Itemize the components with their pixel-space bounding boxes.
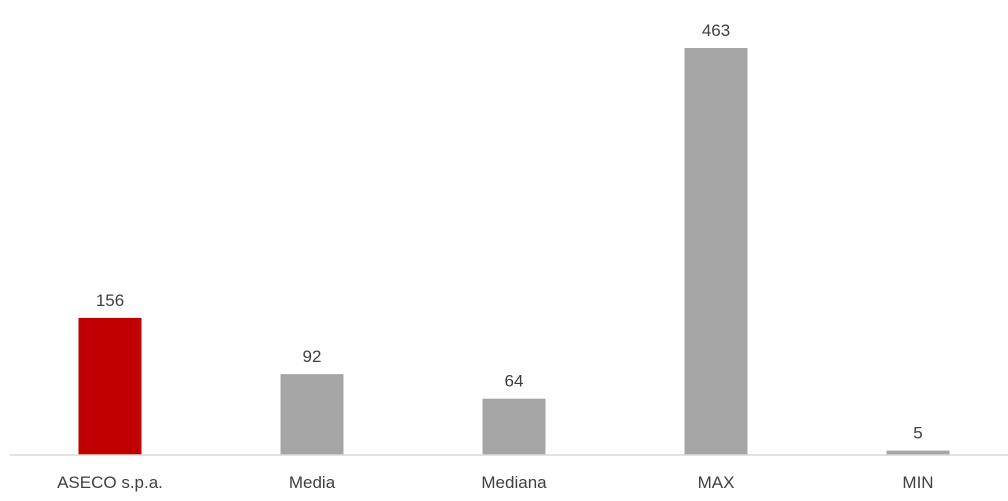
category-label-0: ASECO s.p.a. [57, 473, 163, 492]
category-label-1: Media [289, 473, 336, 492]
data-labels-group: 156 92 64 463 5 [96, 21, 923, 443]
category-label-3: MAX [698, 473, 735, 492]
data-label-0: 156 [96, 291, 124, 310]
category-labels-group: ASECO s.p.a. Media Mediana MAX MIN [57, 473, 934, 492]
category-label-2: Mediana [481, 473, 547, 492]
data-label-3: 463 [702, 21, 730, 40]
bar-3 [684, 48, 748, 455]
bar-1 [280, 374, 344, 455]
bars-group [78, 48, 950, 455]
category-label-4: MIN [902, 473, 933, 492]
bar-4 [886, 450, 950, 455]
bar-2 [482, 398, 546, 455]
bar-0 [78, 317, 142, 455]
data-label-1: 92 [303, 347, 322, 366]
data-label-4: 5 [913, 424, 922, 443]
data-label-2: 64 [505, 372, 524, 391]
